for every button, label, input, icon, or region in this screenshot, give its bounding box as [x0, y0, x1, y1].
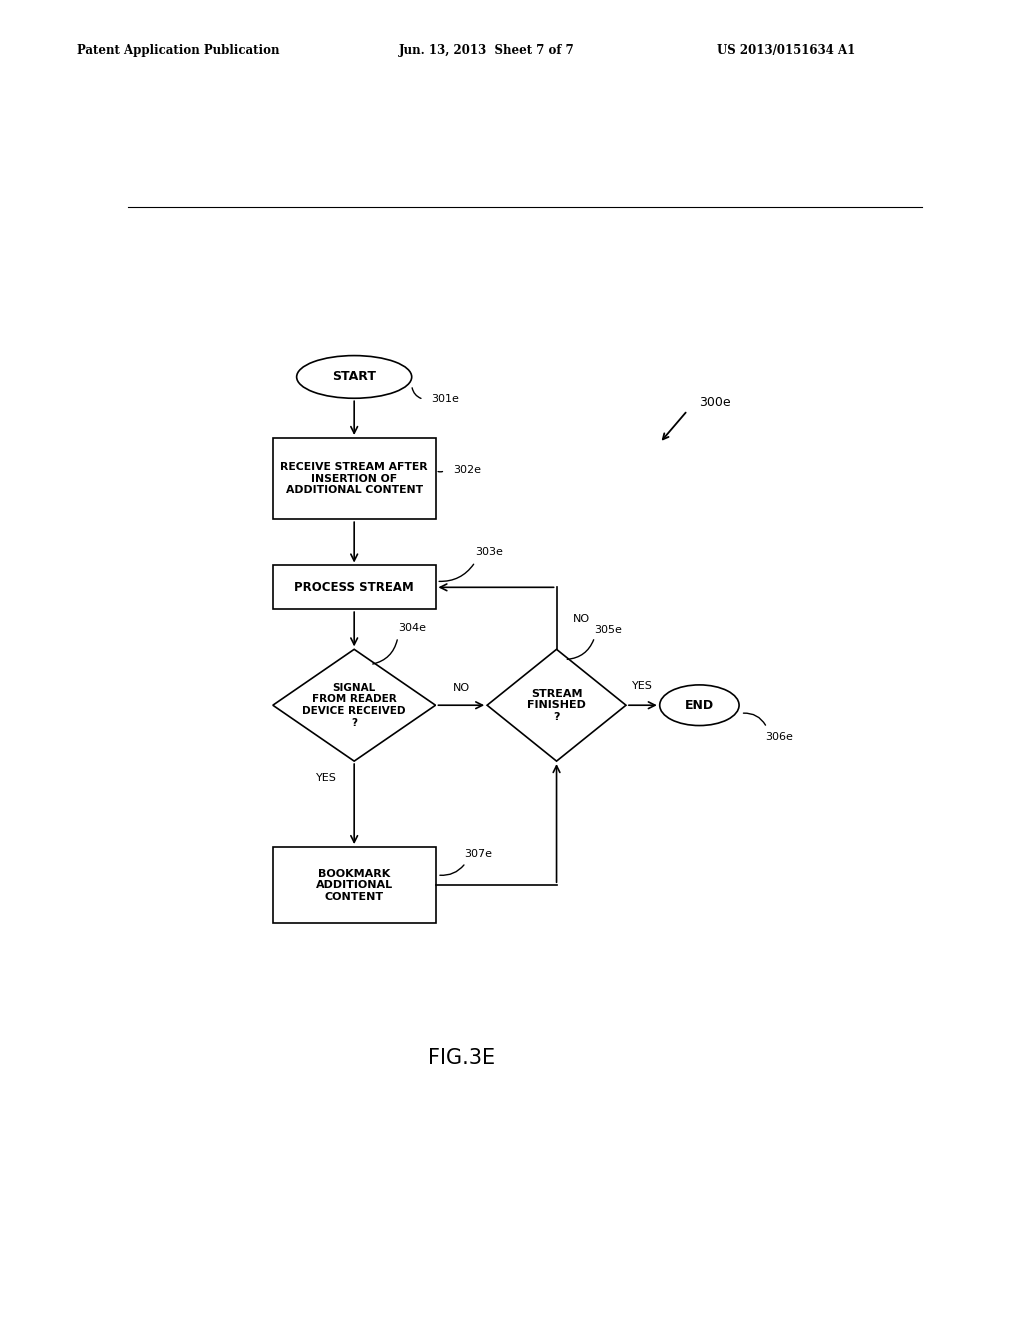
- Text: RECEIVE STREAM AFTER
INSERTION OF
ADDITIONAL CONTENT: RECEIVE STREAM AFTER INSERTION OF ADDITI…: [281, 462, 428, 495]
- Text: 302e: 302e: [453, 466, 481, 475]
- Text: 307e: 307e: [464, 849, 493, 859]
- Bar: [272, 847, 435, 923]
- Text: Jun. 13, 2013  Sheet 7 of 7: Jun. 13, 2013 Sheet 7 of 7: [399, 44, 575, 57]
- Text: 306e: 306e: [765, 731, 794, 742]
- Text: YES: YES: [633, 681, 653, 690]
- Text: 304e: 304e: [397, 623, 426, 634]
- Text: 301e: 301e: [431, 395, 460, 404]
- Text: 303e: 303e: [475, 546, 503, 557]
- Text: NO: NO: [453, 682, 470, 693]
- Text: 300e: 300e: [699, 396, 731, 409]
- Text: NO: NO: [572, 614, 590, 624]
- Text: PROCESS STREAM: PROCESS STREAM: [294, 581, 414, 594]
- Text: END: END: [685, 698, 714, 711]
- Text: STREAM
FINISHED
?: STREAM FINISHED ?: [527, 689, 586, 722]
- Text: US 2013/0151634 A1: US 2013/0151634 A1: [717, 44, 855, 57]
- Text: START: START: [332, 371, 376, 383]
- Text: Patent Application Publication: Patent Application Publication: [77, 44, 280, 57]
- Text: BOOKMARK
ADDITIONAL
CONTENT: BOOKMARK ADDITIONAL CONTENT: [315, 869, 393, 902]
- Bar: [272, 438, 435, 519]
- Text: 305e: 305e: [595, 626, 623, 635]
- Text: SIGNAL
FROM READER
DEVICE RECEIVED
?: SIGNAL FROM READER DEVICE RECEIVED ?: [302, 682, 406, 727]
- Text: FIG.3E: FIG.3E: [428, 1048, 495, 1068]
- Bar: [272, 565, 435, 609]
- Text: YES: YES: [316, 774, 337, 783]
